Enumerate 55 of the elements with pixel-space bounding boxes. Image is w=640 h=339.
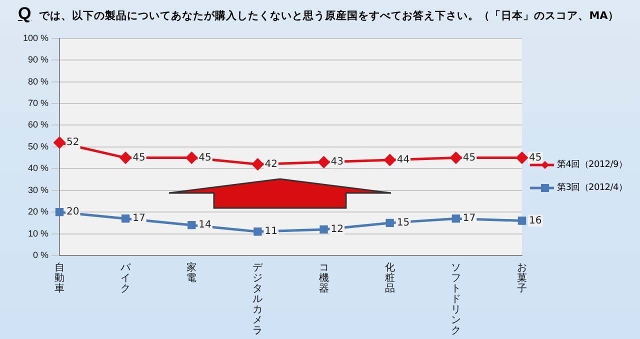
text: Q [18,4,32,24]
data-label: 20 [66,206,80,218]
data-label: 11 [264,226,278,238]
x-tick-label: バイク [120,262,132,294]
x-tick-label: 化粧品 [384,262,395,294]
x-tick-label: コ機器 [318,262,329,294]
point [252,158,264,170]
point [518,216,526,225]
y-tick-label: 0 % [33,250,49,260]
y-tick-label: 40 % [28,163,49,174]
point [450,152,462,164]
x-tick-label: 家電 [186,262,197,284]
point [120,152,132,164]
data-label: 45 [529,152,542,164]
data-label: 14 [198,220,212,231]
y-tick-label: 90 % [28,54,49,65]
x-tick-label: デジタルカメラ [252,262,264,336]
point [318,156,330,168]
data-label: 12 [330,224,344,236]
data-label: 16 [529,215,542,226]
y-tick-label: 50 % [28,141,49,152]
y-tick-label: 70 % [28,98,49,108]
point [55,208,64,216]
point [188,221,196,230]
data-label: 45 [132,152,146,164]
legend-label: 第4回（2012/9） [557,158,628,171]
x-tick-label: ソフトドリンク [450,262,461,336]
point [386,218,394,228]
y-tick-label: 80 % [28,76,49,86]
data-label: 43 [330,156,344,168]
point [384,154,396,166]
data-label: 52 [66,137,80,148]
y-tick-label: 60 % [28,120,49,130]
chart-title: では、以下の製品についてあなたが購入したくないと思う原産国をすべてお答え下さい。（「日本」のスコア、MA） [39,9,619,23]
point [254,228,262,236]
data-label: 45 [462,152,476,164]
point [186,152,198,164]
data-label: 42 [264,158,278,170]
point [516,152,528,164]
point [320,225,328,234]
y-tick-label: 100 % [22,32,49,43]
data-label: 15 [396,218,410,229]
y-tick-label: 20 % [28,206,49,217]
x-tick-label: お菓子 [517,262,527,294]
y-tick-label: 30 % [28,184,49,195]
data-label: 45 [198,152,212,164]
point [122,214,130,223]
data-label: 44 [396,154,410,166]
legend-label: 第3回（2012/4） [557,182,628,194]
x-tick-label: 自動車 [54,262,65,294]
data-label: 17 [462,213,476,224]
data-label: 17 [132,213,146,224]
y-tick-label: 10 % [28,228,49,238]
point [54,136,66,148]
point [452,214,460,223]
